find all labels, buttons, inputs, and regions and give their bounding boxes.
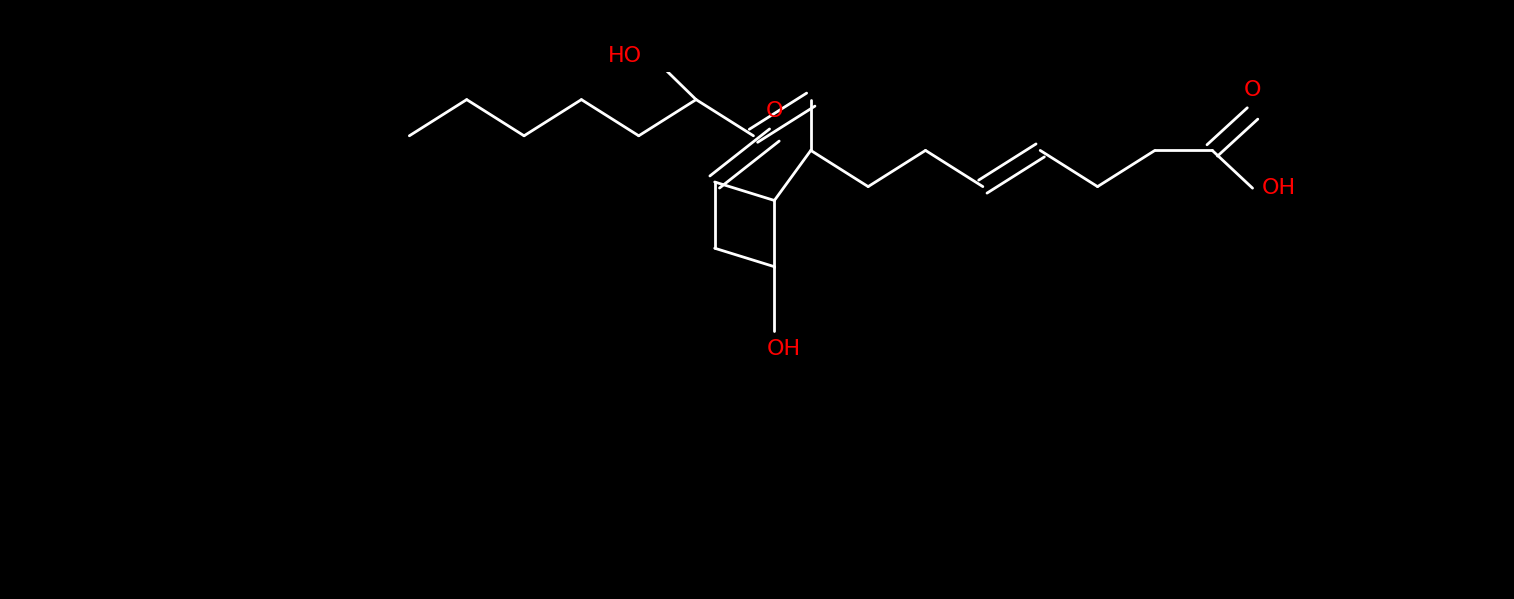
Text: OH: OH xyxy=(1261,178,1296,198)
Text: OH: OH xyxy=(766,339,801,359)
Text: O: O xyxy=(766,101,783,121)
Text: HO: HO xyxy=(607,46,642,66)
Text: O: O xyxy=(1245,80,1261,99)
